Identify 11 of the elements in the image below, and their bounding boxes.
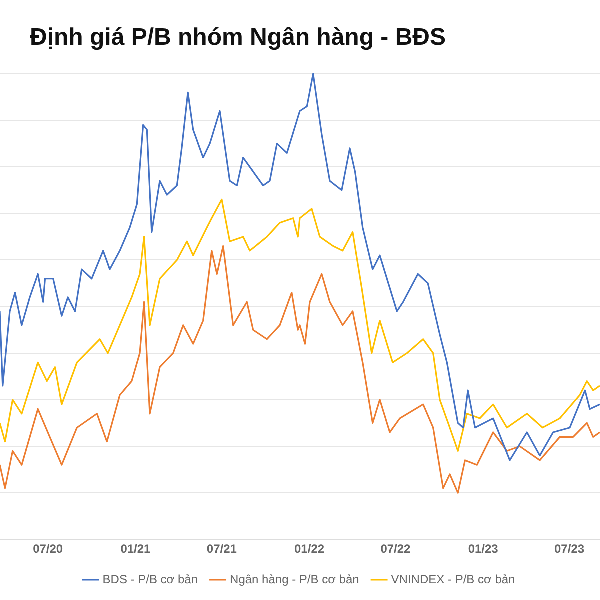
- legend-label: BDS - P/B cơ bản: [102, 572, 198, 586]
- x-tick-label: 07/23: [554, 542, 585, 556]
- x-tick-label: 01/22: [294, 542, 325, 556]
- chart-title: Định giá P/B nhóm Ngân hàng - BĐS: [29, 23, 447, 53]
- x-tick-label: 07/20: [33, 542, 64, 556]
- x-tick-label: 01/23: [468, 542, 499, 556]
- legend-label: Ngân hàng - P/B cơ bản: [230, 572, 360, 586]
- x-tick-label: 07/22: [380, 542, 412, 556]
- legend-label: VNINDEX - P/B cơ bản: [391, 572, 516, 586]
- x-tick-label: 01/21: [120, 542, 152, 556]
- x-tick-label: 07/21: [206, 542, 238, 556]
